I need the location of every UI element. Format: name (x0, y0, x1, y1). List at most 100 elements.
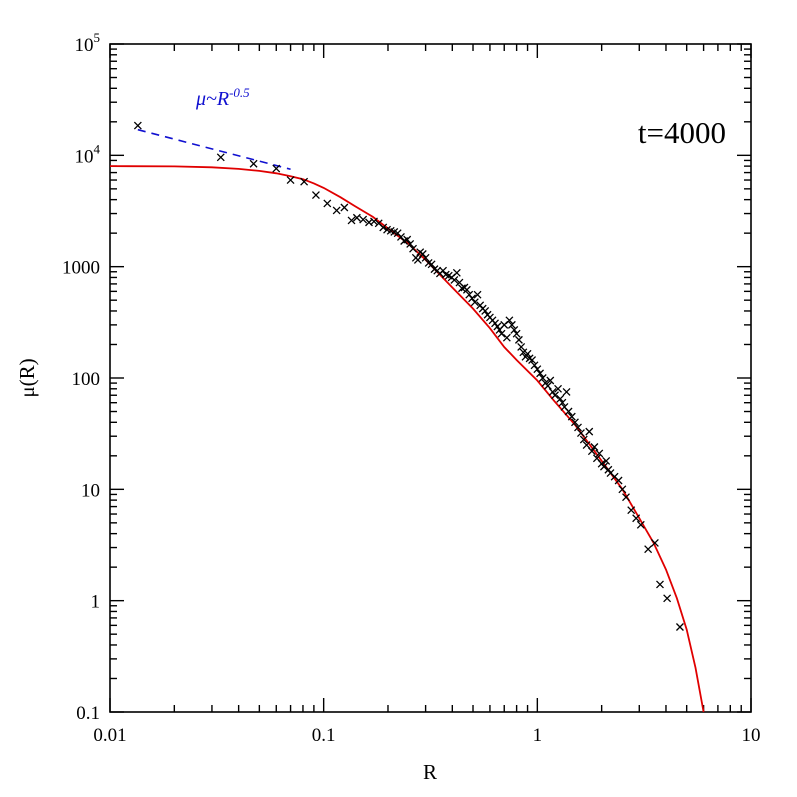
data-point (406, 239, 415, 248)
data-point (548, 387, 557, 396)
data-point (510, 326, 519, 334)
x-tick-label: 1 (533, 725, 543, 746)
y-tick-label: 1 (91, 592, 101, 613)
data-point (533, 365, 542, 374)
data-point (462, 285, 471, 294)
y-axis-label: μ(R) (15, 358, 39, 397)
data-point (452, 268, 461, 277)
data-point (590, 443, 599, 451)
y-tick-label-base: 0.1 (76, 703, 100, 724)
data-point (458, 284, 466, 293)
data-point (599, 462, 608, 471)
data-point (576, 429, 585, 438)
data-point (409, 244, 418, 253)
data-point (340, 203, 349, 212)
data-point (481, 307, 490, 315)
data-point (359, 215, 368, 224)
data-point (347, 216, 356, 225)
data-point (564, 407, 573, 416)
y-tick-label-base: 10 (75, 146, 94, 167)
data-point (300, 177, 309, 186)
data-point (352, 213, 361, 222)
data-point (574, 423, 582, 432)
y-tick-label-base: 10 (75, 35, 94, 56)
data-point (427, 260, 436, 269)
data-point (554, 384, 562, 393)
data-point (585, 427, 594, 436)
y-tick-label: 105 (75, 30, 101, 56)
data-point (595, 449, 604, 458)
x-axis-label: R (423, 760, 437, 784)
data-point (418, 250, 427, 258)
data-point (636, 520, 645, 529)
data-point (249, 159, 258, 168)
time-annotation: t=4000 (638, 115, 726, 150)
data-point (470, 298, 479, 307)
y-tick-label-base: 100 (72, 369, 101, 390)
data-point (546, 376, 555, 385)
data-point (370, 217, 378, 226)
slope-line (137, 128, 291, 171)
data-point (663, 594, 672, 603)
data-point (523, 349, 532, 358)
data-point (656, 580, 664, 589)
x-tick-label: 0.1 (312, 725, 336, 746)
data-point (602, 456, 611, 465)
data-point (450, 275, 459, 284)
data-point (579, 435, 588, 444)
y-tick-label: 0.1 (76, 703, 100, 724)
data-point (558, 398, 567, 407)
data-point (497, 329, 506, 338)
data-point (551, 391, 559, 400)
data-point (517, 343, 526, 351)
y-tick-label: 104 (75, 141, 101, 167)
fit-curve (109, 165, 705, 713)
data-point (587, 447, 596, 456)
data-point (614, 476, 623, 485)
y-tick-label-base: 1 (91, 592, 101, 613)
data-point (272, 164, 281, 173)
data-point (514, 335, 523, 344)
data-point (622, 493, 630, 502)
data-point (570, 418, 579, 427)
data-point (286, 176, 295, 184)
data-point (502, 333, 511, 342)
y-tick-label: 100 (72, 369, 101, 390)
data-point (618, 485, 627, 494)
data-point (567, 412, 576, 421)
data-point (530, 361, 539, 370)
axis-ticks (109, 43, 752, 713)
y-tick-label: 1000 (62, 258, 100, 279)
data-point (512, 329, 521, 338)
x-tick-label: 0.01 (93, 725, 126, 746)
y-tick-label-base: 1000 (62, 258, 100, 279)
data-point (650, 538, 659, 547)
data-series (109, 121, 705, 713)
data-point (216, 153, 225, 162)
data-point (627, 506, 636, 515)
data-point (473, 290, 482, 299)
data-point (632, 514, 641, 523)
data-point (133, 121, 142, 130)
data-point (413, 255, 422, 264)
data-point (536, 369, 545, 378)
data-point (505, 316, 514, 325)
data-point (311, 191, 320, 199)
data-point (675, 623, 684, 631)
data-point (519, 348, 528, 357)
data-point (543, 381, 552, 390)
data-point (556, 394, 565, 403)
y-tick-label: 10 (81, 480, 100, 501)
data-point (421, 253, 430, 262)
data-point (562, 387, 571, 396)
data-point (323, 199, 332, 208)
data-point (644, 545, 653, 554)
slope-annotation-exponent: -0.5 (229, 85, 250, 100)
y-tick-label-base: 10 (81, 480, 100, 501)
slope-annotation: μ~R-0.5 (195, 85, 250, 110)
slope-annotation-base: μ~R (195, 88, 229, 110)
y-tick-label-exponent: 5 (94, 30, 101, 45)
y-tick-label-exponent: 4 (94, 141, 101, 156)
